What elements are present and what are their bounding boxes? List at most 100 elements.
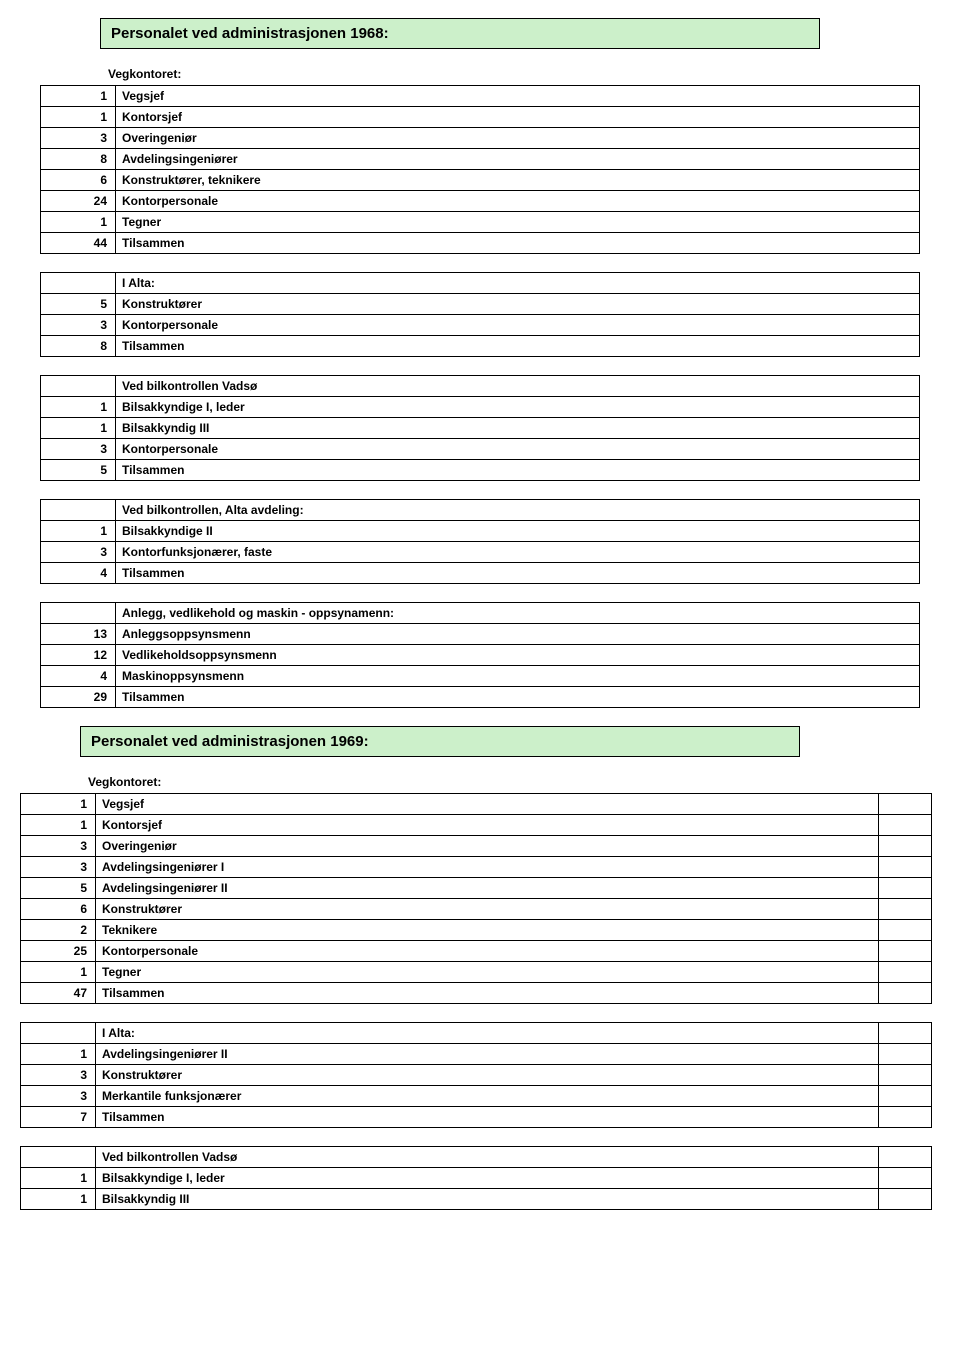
cell-desc: Konstruktører bbox=[96, 899, 879, 920]
cell-number bbox=[41, 603, 116, 624]
cell-desc: Avdelingsingeniører II bbox=[96, 1044, 879, 1065]
table-row: 24 Kontorpersonale bbox=[41, 191, 920, 212]
cell-number: 3 bbox=[41, 439, 116, 460]
cell-number: 2 bbox=[21, 920, 96, 941]
cell-number: 5 bbox=[21, 878, 96, 899]
cell-number: 1 bbox=[41, 107, 116, 128]
cell-number: 1 bbox=[21, 1044, 96, 1065]
cell-number: 47 bbox=[21, 983, 96, 1004]
cell-desc: Tilsammen bbox=[116, 460, 920, 481]
cell-number bbox=[41, 273, 116, 294]
cell-number: 1 bbox=[41, 418, 116, 439]
cell-desc: Tilsammen bbox=[96, 1107, 879, 1128]
cell-empty bbox=[879, 794, 932, 815]
cell-number bbox=[41, 500, 116, 521]
table-row: 6 Konstruktører, teknikere bbox=[41, 170, 920, 191]
table-row: 3 Kontorpersonale bbox=[41, 315, 920, 336]
cell-desc: Konstruktører bbox=[96, 1065, 879, 1086]
cell-number: 3 bbox=[41, 128, 116, 149]
cell-desc: Kontorpersonale bbox=[116, 439, 920, 460]
cell-number: 8 bbox=[41, 336, 116, 357]
cell-empty bbox=[879, 836, 932, 857]
table-row: 25 Kontorpersonale bbox=[21, 941, 932, 962]
table-row: 4 Tilsammen bbox=[41, 563, 920, 584]
table-row: 1 Bilsakkyndig III bbox=[41, 418, 920, 439]
cell-number: 29 bbox=[41, 687, 116, 708]
cell-desc: Vegsjef bbox=[116, 86, 920, 107]
table-row: 44 Tilsammen bbox=[41, 233, 920, 254]
cell-number: 1 bbox=[21, 962, 96, 983]
cell-number: 13 bbox=[41, 624, 116, 645]
section-heading-1969: Personalet ved administrasjonen 1969: bbox=[80, 726, 800, 757]
table-row: 47 Tilsammen bbox=[21, 983, 932, 1004]
table-row: I Alta: bbox=[21, 1023, 932, 1044]
cell-desc: Kontorpersonale bbox=[116, 191, 920, 212]
table-row: 3 Merkantile funksjonærer bbox=[21, 1086, 932, 1107]
cell-desc: Bilsakkyndige II bbox=[116, 521, 920, 542]
cell-desc: Tegner bbox=[96, 962, 879, 983]
table-row: 7 Tilsammen bbox=[21, 1107, 932, 1128]
cell-number: 8 bbox=[41, 149, 116, 170]
cell-number: 1 bbox=[21, 1168, 96, 1189]
cell-number: 5 bbox=[41, 460, 116, 481]
table-row: 1 Vegsjef bbox=[21, 794, 932, 815]
cell-desc: Ved bilkontrollen Vadsø bbox=[96, 1147, 879, 1168]
data-table: Anlegg, vedlikehold og maskin - oppsynam… bbox=[40, 602, 920, 708]
table-row: 1 Avdelingsingeniører II bbox=[21, 1044, 932, 1065]
cell-number: 3 bbox=[21, 836, 96, 857]
cell-desc: Ved bilkontrollen Vadsø bbox=[116, 376, 920, 397]
cell-number: 12 bbox=[41, 645, 116, 666]
table-row: 3 Kontorfunksjonærer, faste bbox=[41, 542, 920, 563]
cell-number: 4 bbox=[41, 563, 116, 584]
table-row: 3 Kontorpersonale bbox=[41, 439, 920, 460]
data-table: Ved bilkontrollen, Alta avdeling: 1 Bils… bbox=[40, 499, 920, 584]
table-row: 5 Konstruktører bbox=[41, 294, 920, 315]
table-row: 4 Maskinoppsynsmenn bbox=[41, 666, 920, 687]
cell-empty bbox=[879, 1107, 932, 1128]
data-table: Ved bilkontrollen Vadsø 1 Bilsakkyndige … bbox=[40, 375, 920, 481]
table-row: Anlegg, vedlikehold og maskin - oppsynam… bbox=[41, 603, 920, 624]
cell-number bbox=[41, 376, 116, 397]
table-row: 5 Tilsammen bbox=[41, 460, 920, 481]
cell-desc: Vedlikeholdsoppsynsmenn bbox=[116, 645, 920, 666]
table-row: 1 Kontorsjef bbox=[21, 815, 932, 836]
cell-empty bbox=[879, 857, 932, 878]
cell-desc: Kontorsjef bbox=[96, 815, 879, 836]
table-row: 3 Overingeniør bbox=[41, 128, 920, 149]
cell-empty bbox=[879, 815, 932, 836]
cell-empty bbox=[879, 899, 932, 920]
cell-empty bbox=[879, 878, 932, 899]
cell-empty bbox=[879, 1023, 932, 1044]
table-row: Ved bilkontrollen, Alta avdeling: bbox=[41, 500, 920, 521]
cell-desc: Teknikere bbox=[96, 920, 879, 941]
table-row: 1 Tegner bbox=[41, 212, 920, 233]
cell-desc: Tilsammen bbox=[116, 563, 920, 584]
cell-empty bbox=[879, 920, 932, 941]
cell-desc: Tilsammen bbox=[116, 336, 920, 357]
cell-empty bbox=[879, 1168, 932, 1189]
cell-number: 3 bbox=[21, 1065, 96, 1086]
data-table: I Alta: 5 Konstruktører 3 Kontorpersonal… bbox=[40, 272, 920, 357]
group-subheading: Vegkontoret: bbox=[108, 67, 960, 81]
cell-number bbox=[21, 1147, 96, 1168]
cell-empty bbox=[879, 1065, 932, 1086]
table-row: 8 Avdelingsingeniører bbox=[41, 149, 920, 170]
cell-desc: Tilsammen bbox=[96, 983, 879, 1004]
table-row: 1 Bilsakkyndige I, leder bbox=[41, 397, 920, 418]
cell-desc: Bilsakkyndig III bbox=[96, 1189, 879, 1210]
cell-number bbox=[21, 1023, 96, 1044]
cell-desc: Konstruktører, teknikere bbox=[116, 170, 920, 191]
cell-desc: Tilsammen bbox=[116, 687, 920, 708]
cell-number: 7 bbox=[21, 1107, 96, 1128]
table-row: 1 Bilsakkyndig III bbox=[21, 1189, 932, 1210]
cell-empty bbox=[879, 1147, 932, 1168]
table-row: I Alta: bbox=[41, 273, 920, 294]
cell-empty bbox=[879, 962, 932, 983]
cell-number: 6 bbox=[21, 899, 96, 920]
cell-number: 1 bbox=[21, 815, 96, 836]
cell-desc: Merkantile funksjonærer bbox=[96, 1086, 879, 1107]
table-row: 3 Konstruktører bbox=[21, 1065, 932, 1086]
cell-number: 25 bbox=[21, 941, 96, 962]
cell-desc: Avdelingsingeniører bbox=[116, 149, 920, 170]
cell-number: 1 bbox=[21, 794, 96, 815]
